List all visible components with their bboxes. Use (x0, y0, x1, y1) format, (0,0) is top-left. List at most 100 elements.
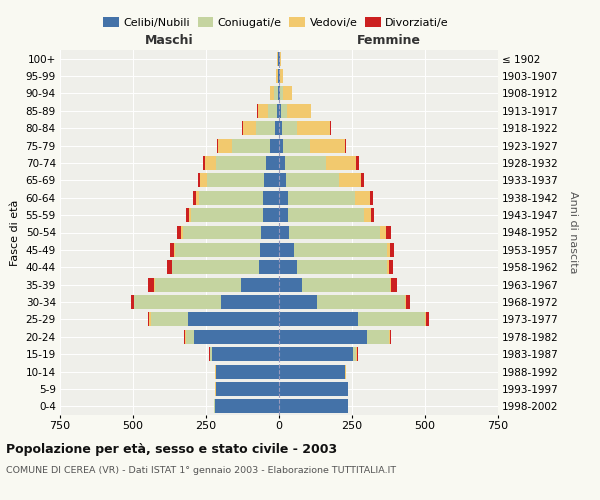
Bar (367, 330, 389, 344)
Bar (387, 260, 389, 274)
Bar (281, 104, 287, 118)
Bar (154, 278, 155, 291)
Bar (270, 138, 279, 152)
Bar (185, 330, 194, 344)
Bar (278, 86, 279, 101)
Bar (262, 226, 279, 239)
Bar (289, 226, 380, 239)
Bar (148, 312, 149, 326)
Bar (203, 156, 205, 170)
Bar (270, 86, 274, 101)
Bar (256, 122, 275, 135)
Bar (427, 312, 430, 326)
Bar (265, 174, 279, 188)
Bar (280, 52, 281, 66)
Bar (279, 86, 280, 101)
Bar (200, 174, 208, 188)
Bar (279, 278, 302, 291)
Bar (288, 191, 355, 204)
Bar (279, 330, 367, 344)
Bar (257, 104, 268, 118)
Bar (266, 156, 279, 170)
Bar (283, 86, 292, 101)
Bar (389, 330, 390, 344)
Bar (310, 138, 345, 152)
Bar (212, 347, 279, 361)
Bar (198, 174, 200, 188)
Bar (285, 156, 326, 170)
Bar (193, 191, 196, 204)
Bar (260, 243, 279, 257)
Bar (177, 226, 181, 239)
Bar (364, 208, 371, 222)
Bar (217, 138, 218, 152)
Bar (406, 295, 410, 309)
Bar (184, 330, 185, 344)
Bar (175, 243, 260, 257)
Bar (216, 382, 279, 396)
Bar (282, 122, 296, 135)
Bar (296, 122, 330, 135)
Bar (279, 226, 289, 239)
Bar (353, 347, 356, 361)
Bar (274, 86, 278, 101)
Bar (371, 208, 374, 222)
Y-axis label: Anni di nascita: Anni di nascita (568, 191, 578, 274)
Bar (279, 364, 344, 378)
Bar (361, 174, 364, 188)
Bar (279, 382, 347, 396)
Bar (218, 138, 232, 152)
Bar (263, 208, 279, 222)
Bar (279, 295, 317, 309)
Bar (339, 174, 361, 188)
Bar (181, 226, 182, 239)
Bar (170, 243, 174, 257)
Bar (356, 156, 359, 170)
Bar (380, 226, 386, 239)
Bar (390, 330, 391, 344)
Bar (326, 156, 356, 170)
Bar (288, 208, 364, 222)
Text: Femmine: Femmine (356, 34, 421, 46)
Bar (279, 260, 296, 274)
Bar (358, 312, 425, 326)
Bar (182, 226, 262, 239)
Bar (268, 104, 277, 118)
Bar (276, 69, 278, 83)
Bar (296, 260, 387, 274)
Bar (279, 174, 286, 188)
Bar (293, 243, 387, 257)
Bar (279, 243, 293, 257)
Bar (275, 122, 279, 135)
Bar (386, 226, 391, 239)
Bar (370, 191, 373, 204)
Bar (279, 347, 353, 361)
Y-axis label: Fasce di età: Fasce di età (10, 200, 20, 266)
Bar (232, 138, 270, 152)
Bar (317, 295, 404, 309)
Bar (279, 122, 282, 135)
Bar (279, 104, 281, 118)
Bar (211, 347, 212, 361)
Bar (215, 400, 279, 413)
Bar (390, 243, 394, 257)
Bar (172, 260, 259, 274)
Bar (167, 260, 172, 274)
Bar (196, 191, 199, 204)
Bar (280, 69, 283, 83)
Bar (279, 156, 285, 170)
Bar (216, 156, 266, 170)
Bar (151, 312, 188, 326)
Bar (259, 260, 279, 274)
Bar (221, 295, 279, 309)
Bar (286, 174, 339, 188)
Bar (344, 138, 346, 152)
Bar (199, 191, 263, 204)
Bar (391, 278, 397, 291)
Bar (279, 312, 358, 326)
Bar (425, 312, 427, 326)
Bar (283, 138, 310, 152)
Bar (216, 364, 279, 378)
Bar (404, 295, 406, 309)
Bar (389, 260, 393, 274)
